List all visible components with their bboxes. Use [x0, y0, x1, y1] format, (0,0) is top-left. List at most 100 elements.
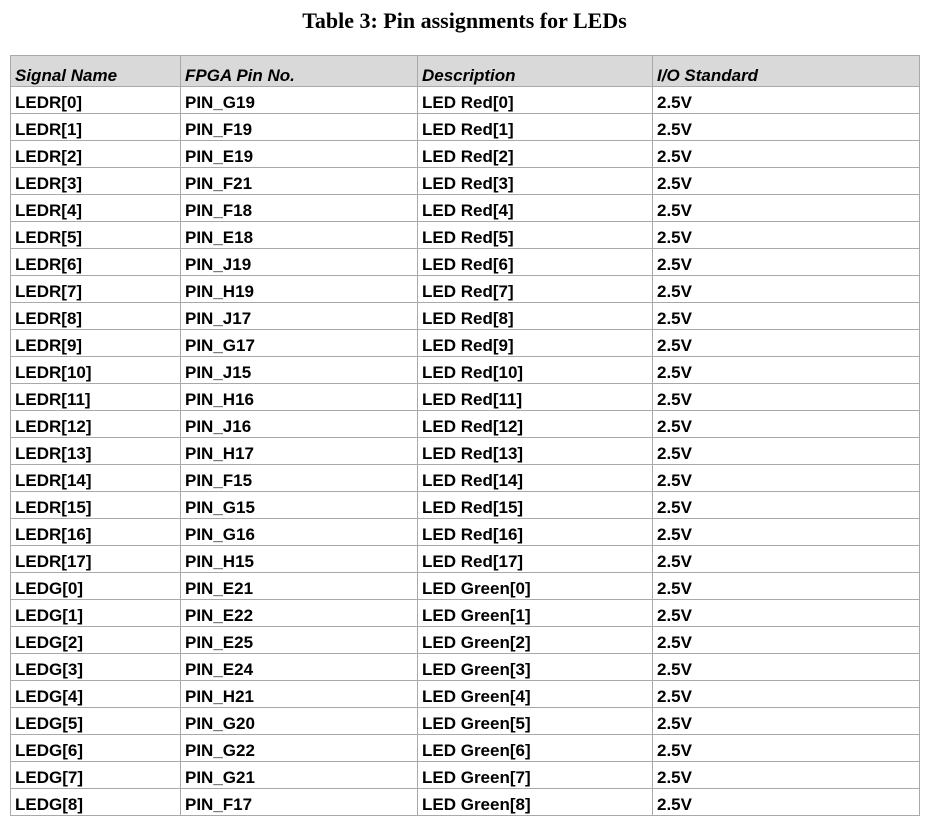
cell-signal-name: LEDR[2]	[10, 140, 181, 168]
cell-io-standard: 2.5V	[652, 491, 920, 519]
cell-fpga-pin: PIN_F15	[180, 464, 418, 492]
table-row: LEDR[16] PIN_G16 LED Red[16] 2.5V	[10, 518, 920, 546]
header-description: Description	[417, 55, 653, 87]
cell-io-standard: 2.5V	[652, 761, 920, 789]
cell-io-standard: 2.5V	[652, 140, 920, 168]
cell-description: LED Green[1]	[417, 599, 653, 627]
cell-io-standard: 2.5V	[652, 194, 920, 222]
cell-io-standard: 2.5V	[652, 707, 920, 735]
cell-io-standard: 2.5V	[652, 86, 920, 114]
table-row: LEDR[1] PIN_F19 LED Red[1] 2.5V	[10, 113, 920, 141]
table-row: LEDR[13] PIN_H17 LED Red[13] 2.5V	[10, 437, 920, 465]
cell-fpga-pin: PIN_J15	[180, 356, 418, 384]
cell-io-standard: 2.5V	[652, 545, 920, 573]
cell-fpga-pin: PIN_E21	[180, 572, 418, 600]
cell-description: LED Red[2]	[417, 140, 653, 168]
cell-fpga-pin: PIN_F19	[180, 113, 418, 141]
cell-io-standard: 2.5V	[652, 329, 920, 357]
cell-fpga-pin: PIN_F17	[180, 788, 418, 816]
cell-io-standard: 2.5V	[652, 734, 920, 762]
cell-fpga-pin: PIN_G19	[180, 86, 418, 114]
cell-fpga-pin: PIN_H16	[180, 383, 418, 411]
cell-fpga-pin: PIN_E19	[180, 140, 418, 168]
cell-io-standard: 2.5V	[652, 599, 920, 627]
cell-signal-name: LEDG[3]	[10, 653, 181, 681]
cell-description: LED Red[7]	[417, 275, 653, 303]
header-row: Signal Name FPGA Pin No. Description I/O…	[10, 55, 920, 87]
cell-fpga-pin: PIN_E24	[180, 653, 418, 681]
cell-description: LED Red[14]	[417, 464, 653, 492]
cell-description: LED Red[8]	[417, 302, 653, 330]
table-row: LEDR[0] PIN_G19 LED Red[0] 2.5V	[10, 86, 920, 114]
table-row: LEDG[1] PIN_E22 LED Green[1] 2.5V	[10, 599, 920, 627]
table-row: LEDG[4] PIN_H21 LED Green[4] 2.5V	[10, 680, 920, 708]
cell-fpga-pin: PIN_J16	[180, 410, 418, 438]
cell-description: LED Red[10]	[417, 356, 653, 384]
cell-signal-name: LEDR[0]	[10, 86, 181, 114]
cell-signal-name: LEDR[3]	[10, 167, 181, 195]
cell-io-standard: 2.5V	[652, 356, 920, 384]
cell-fpga-pin: PIN_F21	[180, 167, 418, 195]
cell-fpga-pin: PIN_J17	[180, 302, 418, 330]
table-row: LEDR[17] PIN_H15 LED Red[17] 2.5V	[10, 545, 920, 573]
table-body: LEDR[0] PIN_G19 LED Red[0] 2.5V LEDR[1] PIN_F…	[10, 86, 920, 816]
cell-description: LED Red[1]	[417, 113, 653, 141]
cell-signal-name: LEDG[6]	[10, 734, 181, 762]
cell-fpga-pin: PIN_G15	[180, 491, 418, 519]
table-row: LEDG[3] PIN_E24 LED Green[3] 2.5V	[10, 653, 920, 681]
cell-signal-name: LEDG[4]	[10, 680, 181, 708]
table-row: LEDR[15] PIN_G15 LED Red[15] 2.5V	[10, 491, 920, 519]
cell-io-standard: 2.5V	[652, 680, 920, 708]
cell-description: LED Red[11]	[417, 383, 653, 411]
cell-description: LED Green[3]	[417, 653, 653, 681]
pin-assignment-table: Signal Name FPGA Pin No. Description I/O…	[10, 55, 920, 816]
cell-io-standard: 2.5V	[652, 275, 920, 303]
cell-io-standard: 2.5V	[652, 653, 920, 681]
cell-fpga-pin: PIN_H21	[180, 680, 418, 708]
table-row: LEDG[7] PIN_G21 LED Green[7] 2.5V	[10, 761, 920, 789]
cell-signal-name: LEDR[16]	[10, 518, 181, 546]
table-row: LEDG[8] PIN_F17 LED Green[8] 2.5V	[10, 788, 920, 816]
cell-io-standard: 2.5V	[652, 437, 920, 465]
cell-signal-name: LEDR[12]	[10, 410, 181, 438]
table-row: LEDR[7] PIN_H19 LED Red[7] 2.5V	[10, 275, 920, 303]
table-row: LEDR[6] PIN_J19 LED Red[6] 2.5V	[10, 248, 920, 276]
cell-io-standard: 2.5V	[652, 518, 920, 546]
cell-description: LED Green[7]	[417, 761, 653, 789]
cell-io-standard: 2.5V	[652, 113, 920, 141]
cell-description: LED Green[6]	[417, 734, 653, 762]
cell-signal-name: LEDG[5]	[10, 707, 181, 735]
table-row: LEDR[8] PIN_J17 LED Red[8] 2.5V	[10, 302, 920, 330]
header-fpga-pin-no: FPGA Pin No.	[180, 55, 418, 87]
cell-fpga-pin: PIN_H17	[180, 437, 418, 465]
cell-signal-name: LEDR[13]	[10, 437, 181, 465]
cell-description: LED Red[16]	[417, 518, 653, 546]
table-row: LEDR[2] PIN_E19 LED Red[2] 2.5V	[10, 140, 920, 168]
cell-description: LED Red[0]	[417, 86, 653, 114]
cell-io-standard: 2.5V	[652, 302, 920, 330]
cell-fpga-pin: PIN_G21	[180, 761, 418, 789]
cell-description: LED Red[12]	[417, 410, 653, 438]
cell-fpga-pin: PIN_E25	[180, 626, 418, 654]
cell-fpga-pin: PIN_G17	[180, 329, 418, 357]
table-row: LEDR[5] PIN_E18 LED Red[5] 2.5V	[10, 221, 920, 249]
cell-description: LED Red[4]	[417, 194, 653, 222]
cell-description: LED Red[6]	[417, 248, 653, 276]
table-row: LEDR[14] PIN_F15 LED Red[14] 2.5V	[10, 464, 920, 492]
cell-signal-name: LEDG[7]	[10, 761, 181, 789]
cell-io-standard: 2.5V	[652, 788, 920, 816]
cell-signal-name: LEDG[0]	[10, 572, 181, 600]
cell-description: LED Red[17]	[417, 545, 653, 573]
cell-signal-name: LEDR[7]	[10, 275, 181, 303]
cell-fpga-pin: PIN_G16	[180, 518, 418, 546]
cell-signal-name: LEDR[4]	[10, 194, 181, 222]
table-row: LEDR[12] PIN_J16 LED Red[12] 2.5V	[10, 410, 920, 438]
cell-description: LED Green[8]	[417, 788, 653, 816]
cell-description: LED Green[5]	[417, 707, 653, 735]
cell-io-standard: 2.5V	[652, 167, 920, 195]
header-signal-name: Signal Name	[10, 55, 181, 87]
cell-fpga-pin: PIN_H15	[180, 545, 418, 573]
cell-description: LED Red[9]	[417, 329, 653, 357]
cell-description: LED Red[13]	[417, 437, 653, 465]
cell-signal-name: LEDG[8]	[10, 788, 181, 816]
